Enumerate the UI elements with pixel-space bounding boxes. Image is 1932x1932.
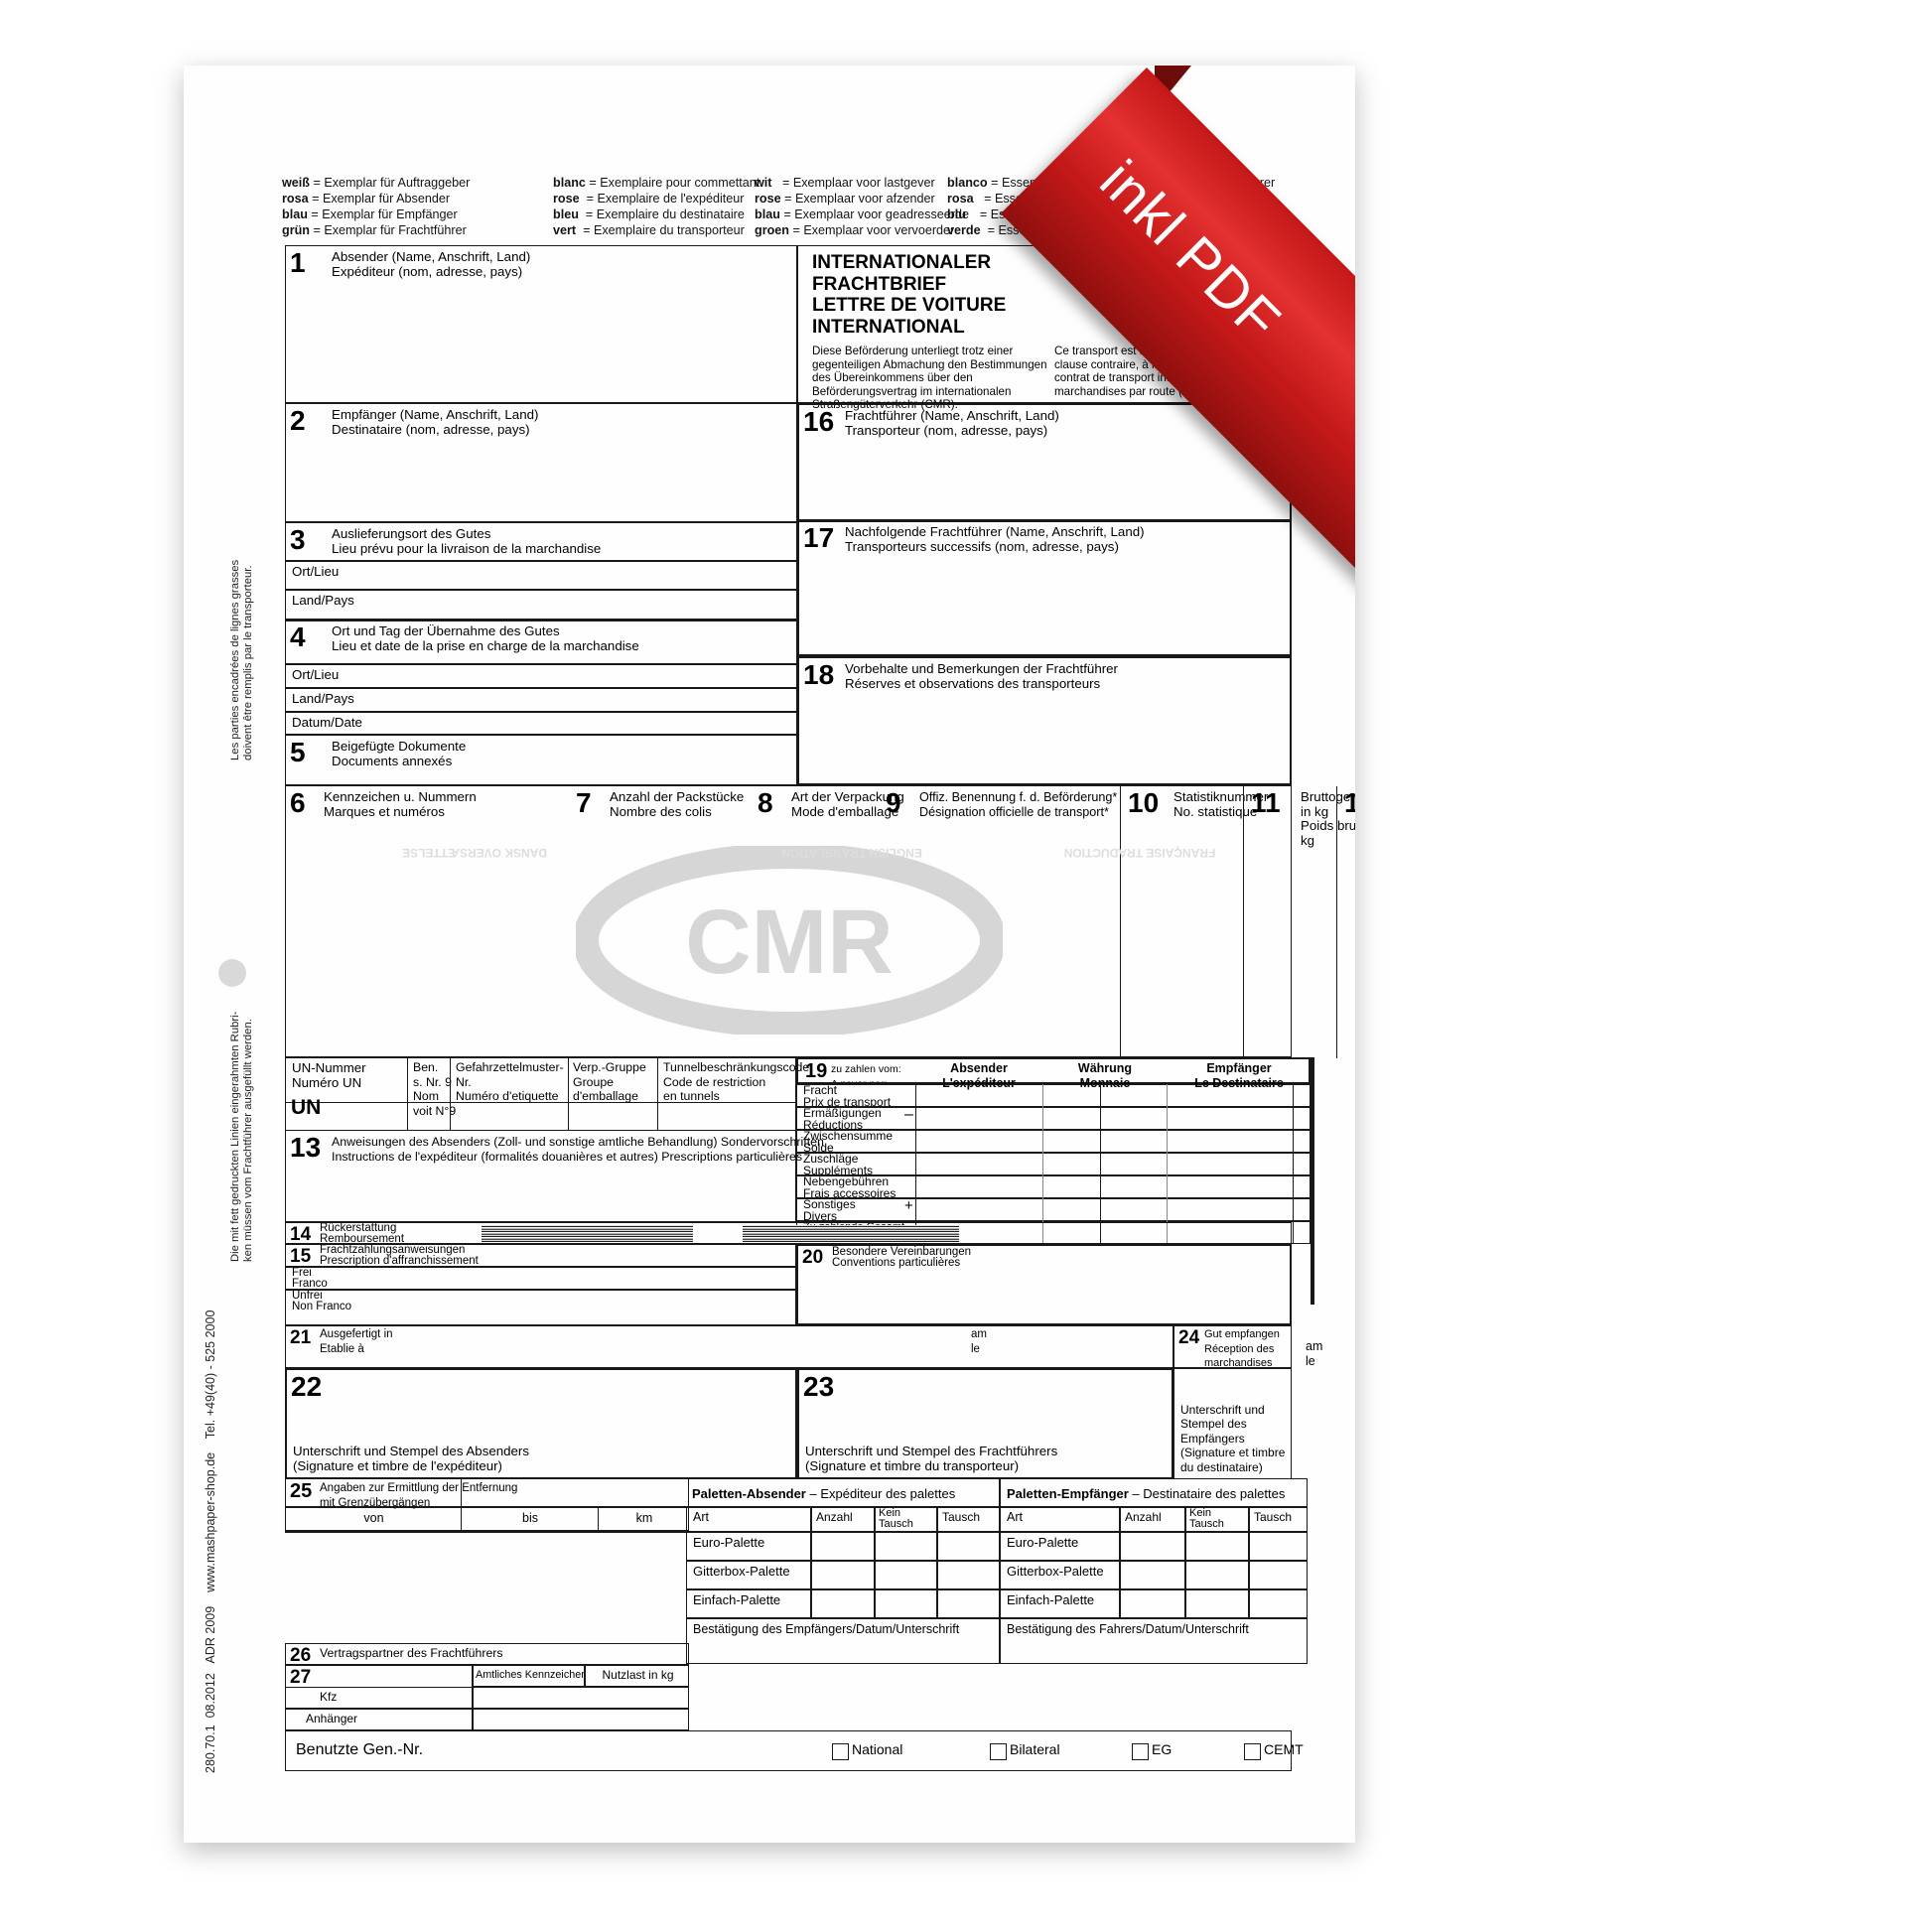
svg-text:CMR: CMR — [685, 892, 894, 993]
